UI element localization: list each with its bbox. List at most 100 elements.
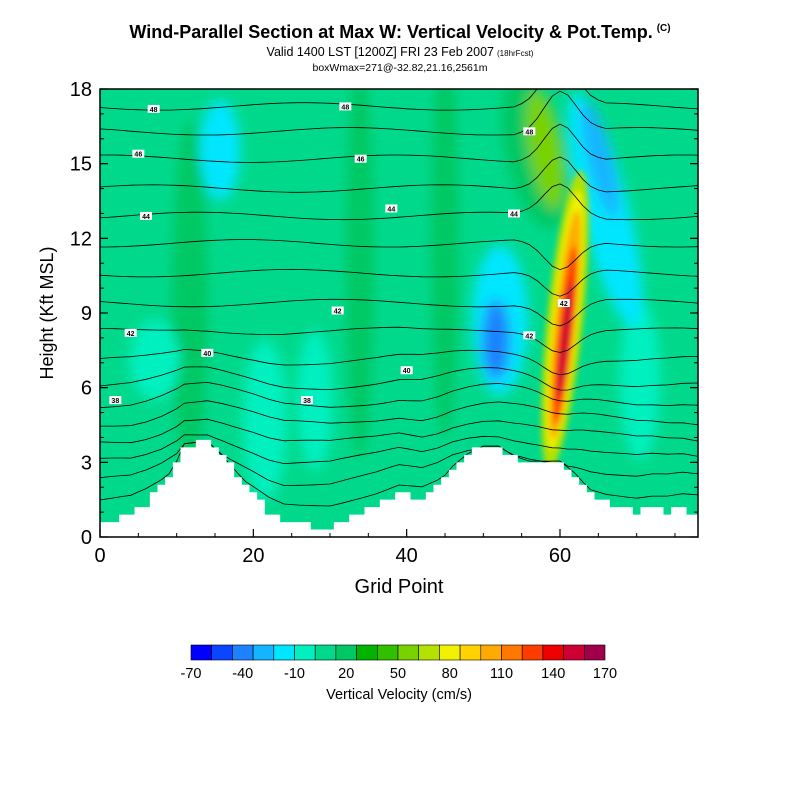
weak-downdraft-band [200, 100, 240, 200]
isentrope-line [100, 400, 698, 427]
contour-labels: 48 48 48 46 46 44 44 44 42 42 42 42 40 40 38 38 [109, 102, 570, 405]
y-tick-label: 15 [70, 154, 92, 176]
colorbar-label: Vertical Velocity (cm/s) [326, 687, 472, 703]
contour-label: 46 [354, 154, 367, 164]
svg-text:42: 42 [560, 301, 568, 308]
colorbar-tick-label: 140 [541, 666, 565, 682]
colorbar-tick-label: -70 [181, 666, 202, 682]
x-tick-label: 0 [94, 545, 105, 567]
weak-updraft-band [431, 89, 459, 440]
svg-text:38: 38 [111, 398, 119, 405]
colorbar-tick-label: 20 [338, 666, 354, 682]
svg-text:42: 42 [334, 309, 342, 316]
svg-text:44: 44 [142, 214, 150, 221]
contour-label: 42 [523, 331, 536, 340]
colorbar-tick-label: 170 [593, 666, 617, 682]
plot-area: 48 48 48 46 46 44 44 44 42 42 42 42 40 40 38 38 [100, 89, 698, 537]
colorbar-swatch [501, 644, 523, 661]
contour-label: 44 [140, 211, 152, 221]
chart-title-text: Wind-Parallel Section at Max W: Vertical… [129, 22, 653, 42]
contour-label: 40 [201, 348, 214, 358]
downdraft-core [482, 300, 510, 380]
colorbar-swatch [376, 644, 399, 661]
isentrope-line [100, 366, 698, 391]
contour-label: 38 [109, 396, 122, 405]
colorbar-swatch [273, 644, 295, 661]
svg-text:46: 46 [357, 157, 365, 164]
weak-updraft-band [346, 89, 374, 460]
terrain [100, 439, 698, 537]
y-tick-label: 12 [70, 228, 92, 250]
isentrope-line [100, 123, 698, 163]
y-tick-label: 18 [70, 79, 92, 101]
colorbar-swatch [418, 644, 440, 661]
colorbar-swatch [563, 644, 585, 661]
colorbar-swatch [252, 644, 275, 661]
colorbar-swatch [314, 644, 337, 661]
colorbar-tick-label: 110 [490, 666, 513, 682]
isentrope-line [100, 239, 698, 271]
svg-text:38: 38 [303, 398, 311, 405]
y-tick-label: 0 [81, 527, 92, 549]
contour-label: 42 [331, 306, 344, 316]
y-tick-label: 3 [81, 452, 92, 474]
weak-downdraft-band [243, 340, 287, 500]
valid-time: Valid 1400 LST [1200Z] FRI 23 Feb 2007 (1… [0, 45, 800, 59]
x-axis-label: Grid Point [355, 576, 444, 598]
svg-text:48: 48 [525, 129, 533, 136]
colorbar-swatch [521, 644, 544, 661]
x-tick-label: 20 [242, 545, 264, 567]
isentrope-line [100, 89, 698, 111]
weak-downdraft-band [620, 300, 660, 460]
colorbar [190, 644, 606, 661]
contour-label: 44 [508, 209, 520, 218]
isentrope-contours [100, 89, 698, 507]
forecast-hour: (18hrFcst) [497, 49, 534, 58]
chart-title: Wind-Parallel Section at Max W: Vertical… [0, 22, 800, 43]
svg-text:42: 42 [127, 331, 135, 338]
colorbar-swatch [583, 644, 606, 661]
colorbar-swatch [190, 644, 213, 661]
contour-label: 48 [523, 127, 536, 136]
isentrope-line [100, 156, 698, 193]
isentrope-line [100, 348, 698, 376]
contour-label: 46 [132, 149, 145, 159]
downdraft-aloft-core [581, 101, 619, 219]
contour-label: 40 [400, 366, 413, 375]
x-tick-label: 60 [549, 545, 571, 567]
contour-label: 44 [385, 204, 398, 213]
copyright-mark: (C) [656, 23, 671, 34]
isentrope-line [100, 434, 698, 465]
weak-downdraft-band [130, 320, 180, 400]
colorbar-swatch [459, 644, 482, 661]
svg-text:48: 48 [341, 104, 349, 111]
colorbar-tick-label: -10 [284, 666, 305, 682]
box-info: boxWmax=271@-32.82,21.16,2561m [312, 62, 488, 74]
colorbar-swatch [542, 644, 564, 661]
contour-label: 42 [124, 328, 137, 338]
colorbar-swatch [335, 644, 357, 661]
colorbar-swatch [397, 644, 420, 661]
contour-label: 48 [147, 104, 160, 114]
colorbar-swatch [480, 644, 502, 661]
y-axis: 0 3 6 9 12 15 18 [70, 79, 698, 549]
isentrope-line [100, 183, 698, 221]
y-tick-label: 6 [81, 378, 92, 400]
colorbar-swatch [439, 644, 461, 661]
colorbar-swatch [211, 644, 233, 661]
svg-text:46: 46 [134, 152, 142, 159]
colorbar-ticks: -70 -40 -10 20 50 80 110 140 170 [181, 666, 618, 682]
isentrope-line [100, 90, 698, 136]
colorbar-swatch [294, 644, 316, 661]
isentrope-line [100, 298, 698, 327]
y-tick-label: 9 [81, 303, 92, 325]
updraft-band-5 [557, 280, 573, 400]
svg-text:48: 48 [150, 107, 158, 114]
contour-label: 42 [557, 299, 570, 308]
svg-text:44: 44 [387, 206, 395, 213]
svg-text:40: 40 [403, 368, 411, 375]
x-tick-label: 40 [396, 545, 418, 567]
colorbar-swatch [232, 644, 254, 661]
velocity-field [130, 89, 660, 500]
